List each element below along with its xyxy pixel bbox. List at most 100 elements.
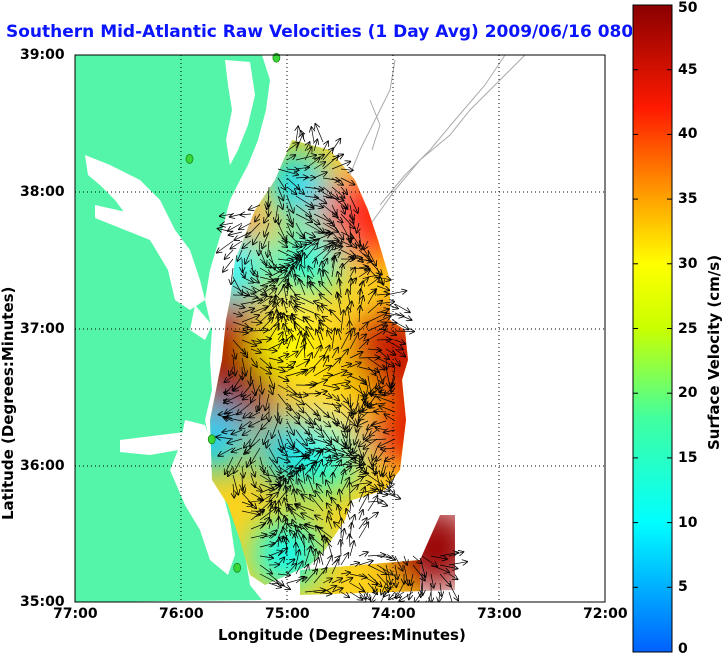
- velocity-arrow: [232, 448, 243, 452]
- velocity-arrow: [331, 411, 337, 426]
- velocity-arrow: [268, 324, 279, 341]
- velocity-arrow: [340, 231, 353, 238]
- velocity-arrow: [322, 156, 338, 170]
- velocity-arrow: [259, 556, 273, 558]
- pamlico-sound: [170, 420, 235, 575]
- velocity-arrow: [350, 213, 353, 223]
- velocity-arrow: [268, 447, 277, 463]
- velocity-arrow: [383, 465, 386, 476]
- velocity-arrow: [250, 267, 258, 277]
- velocity-arrow: [224, 400, 234, 403]
- velocity-arrow: [364, 438, 378, 449]
- velocity-arrow: [358, 473, 368, 475]
- velocity-arrow: [269, 520, 271, 530]
- velocity-arrow: [259, 267, 271, 275]
- velocity-arrow: [364, 240, 368, 249]
- velocity-arrow: [233, 348, 236, 359]
- velocity-arrow: [250, 510, 264, 521]
- velocity-arrow: [286, 384, 301, 398]
- velocity-arrow: [348, 307, 350, 323]
- velocity-arrow: [250, 330, 268, 331]
- velocity-arrow: [431, 573, 434, 588]
- velocity-arrow: [359, 393, 369, 411]
- velocity-arrow: [394, 331, 414, 332]
- velocity-arrow: [439, 573, 451, 586]
- velocity-arrow: [265, 393, 270, 410]
- colorbar-tick-label: 35: [678, 191, 698, 208]
- velocity-arrow: [376, 493, 387, 495]
- velocity-arrow: [359, 411, 369, 420]
- velocity-arrow: [350, 204, 353, 220]
- velocity-arrow: [367, 275, 381, 277]
- velocity-arrow: [259, 339, 271, 340]
- velocity-arrow: [367, 258, 382, 275]
- velocity-arrow: [310, 495, 324, 512]
- velocity-arrow: [367, 278, 380, 287]
- velocity-arrow: [295, 134, 303, 152]
- velocity-arrow: [241, 510, 260, 515]
- velocity-arrow: [263, 429, 270, 444]
- x-tick-74: 74:00: [371, 606, 416, 622]
- velocity-arrow: [313, 460, 322, 476]
- velocity-arrow: [296, 472, 297, 485]
- velocity-arrow: [376, 375, 387, 389]
- velocity-arrow: [324, 270, 333, 287]
- velocity-arrow: [232, 430, 243, 434]
- velocity-arrow: [293, 490, 296, 503]
- velocity-arrow: [268, 582, 281, 587]
- velocity-arrow: [266, 438, 269, 448]
- velocity-arrow: [241, 300, 262, 305]
- colorbar: [632, 4, 673, 653]
- velocity-arrow: [250, 322, 261, 323]
- velocity-arrow: [340, 573, 350, 575]
- velocity-arrow: [322, 148, 333, 161]
- velocity-arrow: [411, 573, 414, 585]
- velocity-arrow: [286, 204, 292, 224]
- velocity-arrow: [250, 500, 263, 502]
- colorbar-label: Surface Velocity (cm/s): [705, 254, 723, 450]
- velocity-arrow: [384, 430, 396, 432]
- velocity-arrow: [359, 447, 362, 458]
- velocity-arrow: [349, 352, 363, 359]
- velocity-arrow: [334, 522, 342, 530]
- radar-station-marker: [207, 434, 216, 445]
- delaware-bay: [225, 60, 255, 165]
- velocity-arrow: [228, 222, 243, 231]
- velocity-arrow: [250, 483, 262, 491]
- velocity-arrow: [313, 438, 332, 444]
- velocity-arrow: [277, 456, 289, 462]
- colorbar-tick-label: 5: [678, 579, 688, 596]
- x-tick-76: 76:00: [159, 606, 204, 622]
- velocity-arrow: [302, 494, 315, 503]
- velocity-arrow: [234, 456, 243, 473]
- velocity-arrow: [286, 155, 295, 161]
- velocity-arrow: [394, 555, 403, 571]
- velocity-arrow: [250, 276, 259, 283]
- velocity-arrow: [250, 375, 256, 395]
- velocity-arrow: [313, 172, 327, 179]
- velocity-arrow: [277, 195, 283, 209]
- velocity-arrow: [340, 213, 354, 228]
- velocity-arrow: [259, 297, 272, 305]
- velocity-arrow: [217, 240, 234, 253]
- velocity-arrow: [278, 213, 279, 224]
- velocity-arrow: [295, 332, 301, 350]
- velocity-arrow: [331, 560, 338, 575]
- velocity-arrow: [216, 437, 234, 439]
- velocity-arrow: [228, 465, 234, 476]
- velocity-arrow: [357, 420, 369, 426]
- velocity-arrow: [246, 222, 261, 237]
- velocity-arrow: [259, 366, 271, 374]
- velocity-arrow: [394, 303, 410, 312]
- velocity-arrow: [331, 393, 339, 401]
- velocity-arrow: [327, 538, 333, 557]
- velocity-arrow: [303, 317, 315, 332]
- velocity-arrow: [358, 340, 368, 350]
- velocity-arrow: [379, 392, 396, 394]
- y-tick-35: 35:00: [20, 594, 65, 610]
- velocity-arrow: [249, 411, 261, 417]
- velocity-arrow: [376, 502, 387, 506]
- velocity-arrow: [268, 240, 270, 257]
- velocity-arrow: [322, 403, 341, 406]
- velocity-arrow: [304, 205, 314, 209]
